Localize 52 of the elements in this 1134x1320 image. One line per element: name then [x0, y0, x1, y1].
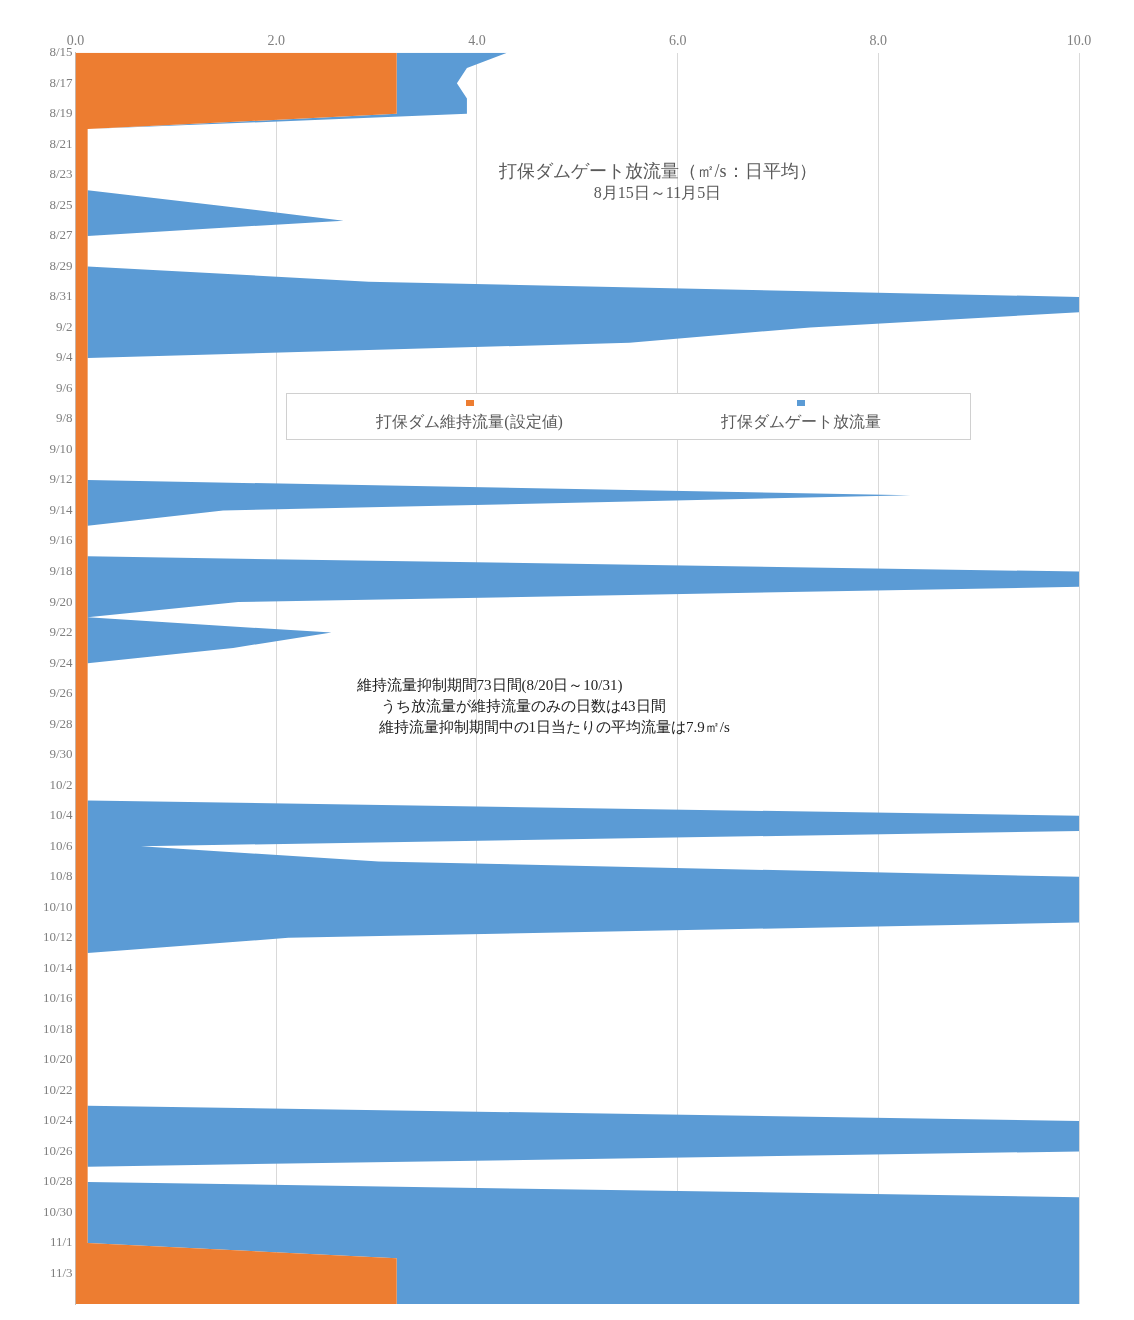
text: 8月15日～11月5日 — [592, 183, 723, 204]
y-tick-label: 9/4 — [55, 349, 74, 365]
y-tick-label: 9/30 — [49, 746, 73, 762]
y-tick-label: 8/17 — [49, 74, 74, 90]
y-tick-label: 8/25 — [49, 196, 73, 212]
y-tick-label: 9/8 — [55, 410, 73, 426]
legend-label: 打保ダム維持流量(設定値) — [376, 412, 563, 433]
y-tick-label: 10/26 — [42, 1142, 74, 1158]
y-tick-label: 10/20 — [42, 1051, 73, 1067]
y-tick-label: 10/8 — [49, 868, 73, 884]
y-tick-label: 11/3 — [49, 1264, 73, 1280]
y-tick-label: 8/19 — [49, 105, 73, 121]
y-tick-label: 10/28 — [42, 1173, 73, 1189]
y-tick-label: 9/6 — [55, 379, 74, 395]
y-tick-label: 9/14 — [49, 501, 74, 517]
y-tick-label: 9/2 — [55, 318, 73, 334]
y-tick-label: 10/30 — [42, 1203, 73, 1219]
y-tick-label: 8/27 — [49, 227, 74, 243]
y-tick-label: 8/23 — [49, 166, 73, 182]
x-tick-label: 2.0 — [267, 33, 286, 49]
y-tick-label: 10/18 — [42, 1020, 73, 1036]
x-tick-label: 4.0 — [468, 33, 486, 49]
y-tick-label: 10/12 — [42, 929, 73, 945]
annotation: 維持流量抑制期間73日間(8/20日～10/31) — [356, 675, 624, 695]
y-tick-label: 10/10 — [42, 898, 73, 914]
y-tick-label: 11/1 — [49, 1234, 73, 1250]
x-tick-label: 10.0 — [1066, 33, 1092, 49]
y-tick-label: 10/22 — [42, 1081, 73, 1097]
y-tick-label: 9/18 — [49, 563, 73, 579]
annotation: うち放流量が維持流量のみの日数は43日間 — [379, 696, 667, 716]
y-tick-label: 10/24 — [42, 1112, 74, 1128]
x-tick-label: 6.0 — [668, 33, 687, 49]
y-tick-label: 10/6 — [49, 837, 74, 853]
y-tick-label: 9/10 — [49, 440, 73, 456]
y-tick-label: 9/12 — [49, 471, 73, 487]
y-tick-label: 9/20 — [49, 593, 73, 609]
y-tick-label: 10/2 — [49, 776, 73, 792]
annotation: 維持流量抑制期間中の1日当たりの平均流量は7.9㎡/s — [377, 717, 730, 737]
legend-label: 打保ダムゲート放流量 — [720, 412, 881, 433]
y-tick-label: 8/31 — [49, 288, 73, 304]
y-tick-label: 9/22 — [49, 624, 73, 640]
y-tick-label: 10/14 — [42, 959, 74, 975]
x-tick-label: 8.0 — [869, 33, 888, 49]
y-tick-label: 8/29 — [49, 257, 73, 273]
y-tick-label: 8/21 — [49, 135, 73, 151]
y-tick-label: 9/26 — [49, 685, 74, 701]
y-tick-label: 9/28 — [49, 715, 73, 731]
y-tick-label: 10/16 — [42, 990, 74, 1006]
y-tick-label: 9/16 — [49, 532, 74, 548]
text: 打保ダムゲート放流量（㎡/s：日平均） — [498, 160, 817, 184]
y-tick-label: 10/4 — [49, 807, 74, 823]
y-tick-label: 9/24 — [49, 654, 74, 670]
